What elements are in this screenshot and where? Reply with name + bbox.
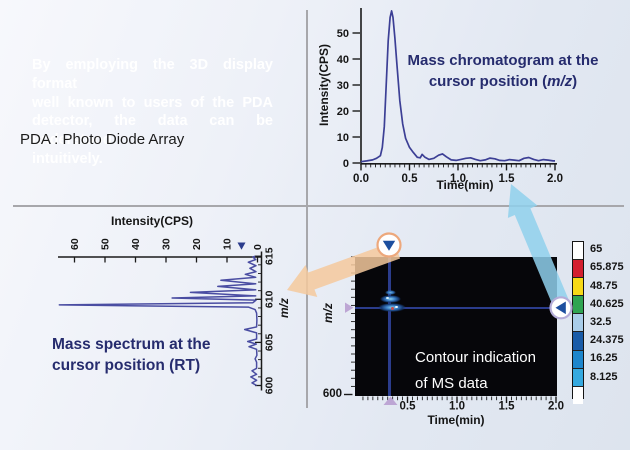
colorbar-label: 24.375 xyxy=(590,334,624,347)
chromatogram-caption-line2: cursor position (m/z) xyxy=(428,73,578,90)
colorbar-segment xyxy=(573,295,583,314)
spectrum-mz-tick-label: 610 xyxy=(264,290,276,308)
chromatogram-caption-line1: Mass chromatogram at the xyxy=(407,52,599,69)
callout-text-line: intuitively. xyxy=(32,150,103,167)
horizontal-divider xyxy=(13,205,624,208)
chromatogram-x-tick-label: 2.0 xyxy=(547,173,563,185)
spectrum-intensity-tick-label: 20 xyxy=(191,238,203,250)
contour-y-tick-label-600: 600 xyxy=(322,388,342,400)
chromatogram-y-axis-label: Intensity(CPS) xyxy=(317,44,331,127)
spectrum-intensity-tick-label: 0 xyxy=(252,244,264,250)
contour-signal-blob xyxy=(380,294,401,303)
mz-italic: m/z xyxy=(547,73,573,90)
chromatogram-y-tick-label: 0 xyxy=(343,158,349,170)
colorbar-label: 8.125 xyxy=(590,370,618,383)
chromatogram-x-tick-label: 0.0 xyxy=(353,173,369,185)
spectrum-cursor-triangle-icon[interactable] xyxy=(237,242,246,250)
colorbar-segment xyxy=(573,367,583,386)
colorbar-segment xyxy=(573,331,583,350)
contour-mz-axis-label: m/z xyxy=(321,303,335,324)
colorbar-label: 48.75 xyxy=(590,279,618,292)
contour-mz-pointer-icon[interactable] xyxy=(345,302,354,313)
spectrum-mz-axis-label: m/z xyxy=(277,298,291,319)
spectrum-intensity-tick-label: 50 xyxy=(100,238,112,250)
chromatogram-y-tick-label: 50 xyxy=(337,28,349,40)
spectrum-mz-tick-label: 615 xyxy=(264,247,276,265)
callout-text-line: By employing the 3D display format xyxy=(32,57,273,92)
colorbar-label: 16.25 xyxy=(590,352,618,365)
contour-caption-line1: Contour indication xyxy=(415,349,536,366)
spectrum-intensity-tick-label: 30 xyxy=(161,238,173,250)
time-cursor-handle[interactable] xyxy=(376,232,402,258)
contour-x-axis-label: Time(min) xyxy=(427,413,485,427)
contour-crosshair-horizontal[interactable] xyxy=(355,306,563,309)
chromatogram-y-tick-label: 40 xyxy=(337,54,349,66)
pda-abbreviation-note: PDA : Photo Diode Array xyxy=(20,131,185,148)
vertical-divider xyxy=(305,10,308,408)
callout-box: By employing the 3D display format well … xyxy=(21,47,284,177)
colorbar-label: 32.5 xyxy=(590,315,612,328)
callout-text-line: well known to users of the PDA xyxy=(32,94,273,111)
contour-caption: Contour indication of MS data xyxy=(415,345,536,397)
contour-caption-line2: of MS data xyxy=(415,375,488,392)
time-cursor-triangle-icon[interactable] xyxy=(382,240,396,251)
chromatogram-y-tick-label: 30 xyxy=(337,80,349,92)
chromatogram-caption: Mass chromatogram at the cursor position… xyxy=(403,50,603,92)
spectrum-intensity-tick-label: 40 xyxy=(130,238,142,250)
chromatogram-y-tick-label: 20 xyxy=(337,106,349,118)
colorbar-segment xyxy=(573,386,583,405)
contour-signal-speck xyxy=(391,307,394,310)
spectrum-caption-line1: Mass spectrum at the xyxy=(52,336,211,353)
contour-crosshair-vertical[interactable] xyxy=(388,257,391,396)
colorbar-label: 65.875 xyxy=(590,261,624,274)
contour-signal-speck xyxy=(395,305,398,308)
contour-x-tick-label: 1.5 xyxy=(499,401,516,413)
chromatogram-x-axis-label: Time(min) xyxy=(436,178,494,192)
spectrum-intensity-tick-label: 10 xyxy=(222,238,234,250)
intensity-colorbar xyxy=(572,240,584,405)
callout-text-line: detector, the data can be understood xyxy=(32,113,273,149)
spectrum-caption: Mass spectrum at the cursor position (RT… xyxy=(52,334,211,376)
colorbar-label: 65 xyxy=(590,243,603,256)
spectrum-caption-line2: cursor position (RT) xyxy=(52,357,201,374)
spectrum-mz-tick-label: 605 xyxy=(264,333,276,351)
contour-time-pointer-icon[interactable] xyxy=(383,396,398,406)
colorbar-label: 40.625 xyxy=(590,297,624,310)
colorbar-segment xyxy=(573,258,583,277)
spectrum-mz-tick-label: 600 xyxy=(264,377,276,395)
spectrum-intensity-tick-label: 60 xyxy=(69,238,81,250)
colorbar-segment xyxy=(573,313,583,332)
colorbar-segment xyxy=(573,276,583,296)
colorbar-segment xyxy=(573,241,583,259)
colorbar-segment xyxy=(573,349,583,368)
contour-x-tick-label: 2.0 xyxy=(548,401,564,413)
spectrum-intensity-axis-label: Intensity(CPS) xyxy=(110,214,193,228)
contour-x-tick-label: 1.0 xyxy=(449,401,465,413)
chromatogram-y-tick-label: 10 xyxy=(337,132,349,144)
contour-x-tick-label: 0.5 xyxy=(400,401,417,413)
contour-signal-speck xyxy=(386,296,389,299)
